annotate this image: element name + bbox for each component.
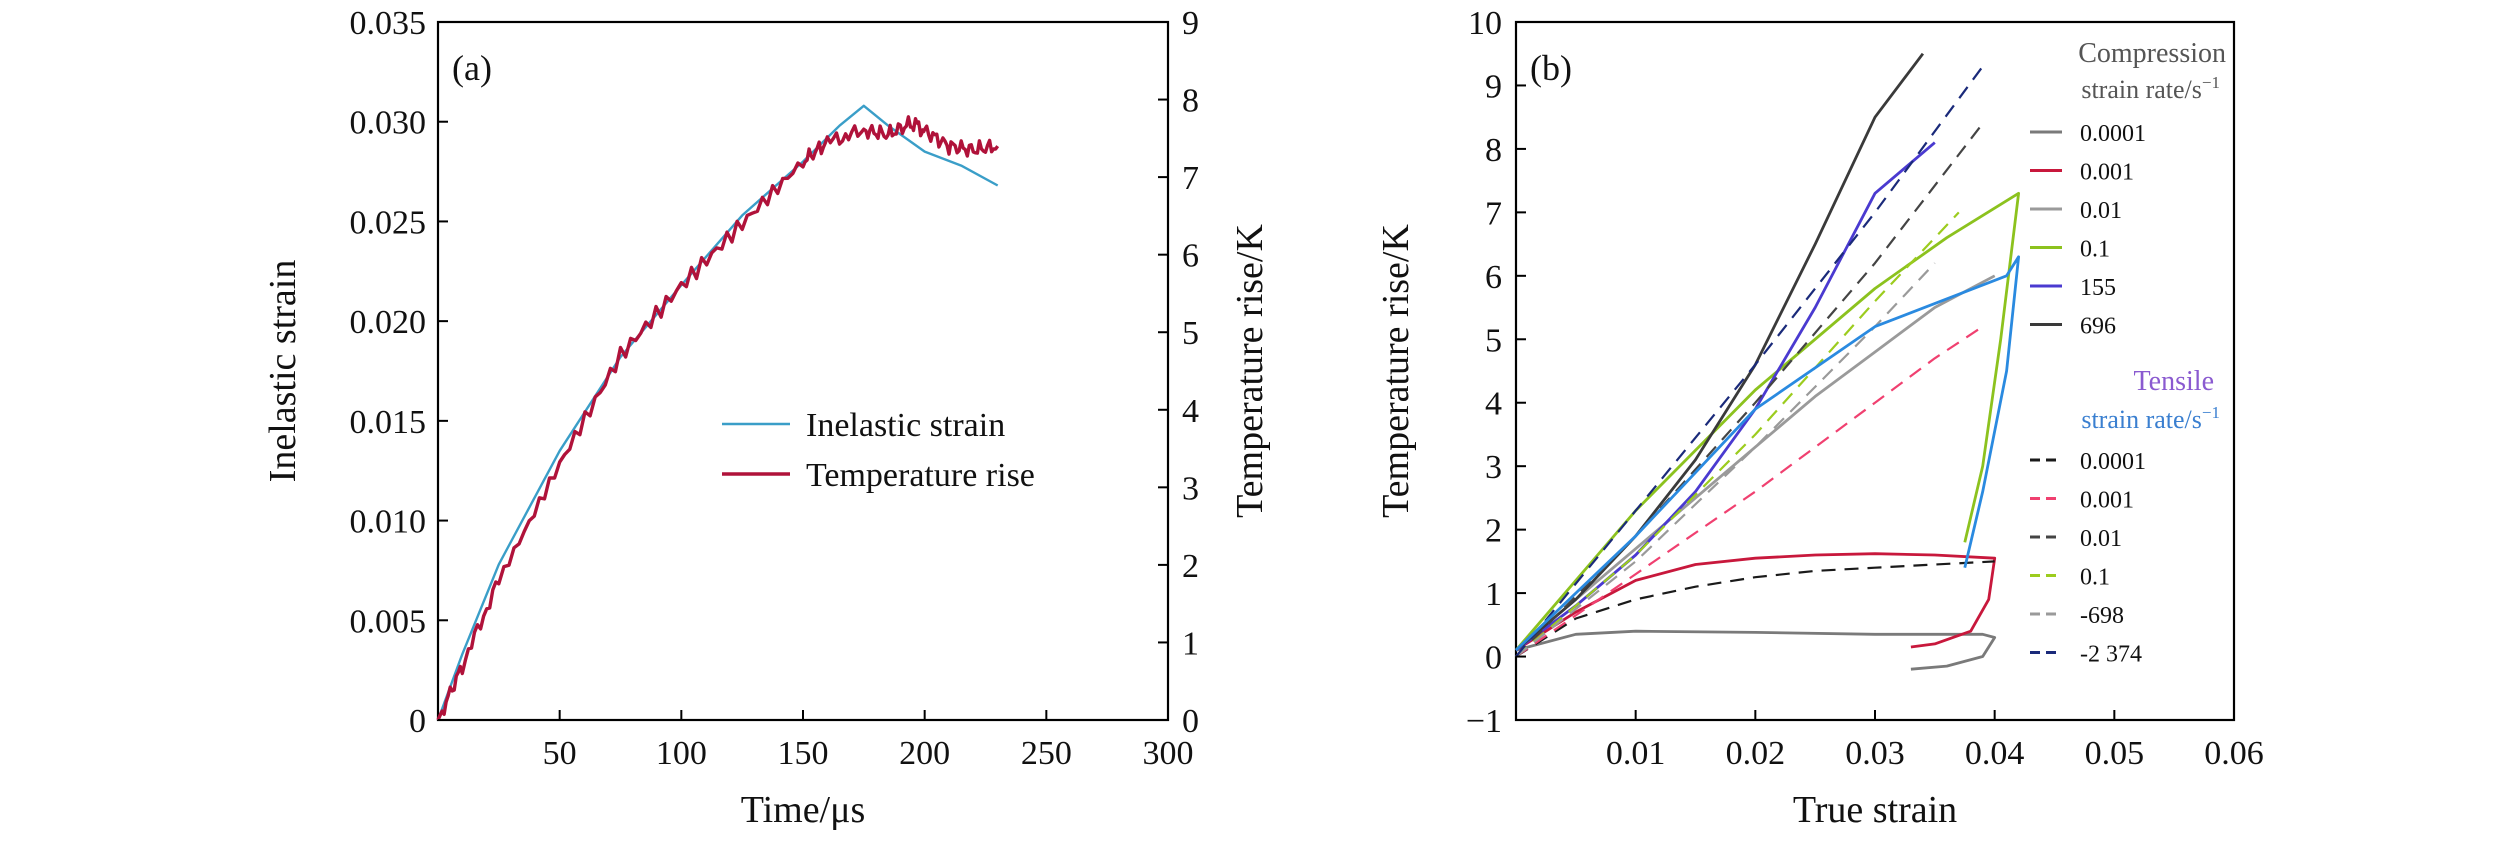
b-series-compression-0-0001 (1515, 629, 1997, 671)
b-ytick-label: 6 (1485, 259, 1502, 296)
legend-compression-label: 155 (2080, 275, 2116, 301)
b-ytick-label: 3 (1485, 449, 1502, 486)
b-ytick-label: 1 (1485, 576, 1502, 613)
legend-tensile-title-text: strain rate/s (2081, 405, 2202, 434)
b-ytick-label: 0 (1485, 640, 1502, 677)
legend-tensile-label: -2 374 (2080, 642, 2142, 668)
a-ytick-right-label: 7 (1182, 160, 1199, 197)
a-ytick-right-label: 0 (1182, 703, 1199, 740)
legend-compression-label: 0.0001 (2080, 121, 2146, 147)
b-xtick-label: 0.04 (1965, 735, 2025, 772)
legend-tensile-title-sup: −1 (2202, 403, 2220, 422)
b-xtick-label: 0.06 (2204, 735, 2264, 772)
a-ytick-left-label: 0.035 (350, 5, 427, 42)
b-series-tensile-0-01 (1515, 122, 1984, 658)
panel-b-series (1514, 52, 2020, 671)
legend-tensile-title-2: strain rate/s−1 (2081, 403, 2220, 434)
legend-tensile-label: 0.0001 (2080, 449, 2146, 475)
a-series-temperature-rise (436, 115, 1000, 721)
panel-b-xlabel: True strain (1793, 789, 1957, 831)
b-series-tensile-0-0001 (1515, 560, 1995, 658)
b-series-extra-tensile-blue (1515, 255, 2020, 652)
b-series-compression-696 (1515, 52, 1925, 652)
panel-a-label: (a) (452, 48, 492, 88)
legend-tensile-label: -698 (2080, 603, 2124, 629)
legend-compression-title-2: strain rate/s−1 (2081, 73, 2220, 104)
a-ytick-left-label: 0 (409, 703, 426, 740)
b-series-compression-155 (1515, 141, 1936, 652)
a-ytick-right-label: 2 (1182, 548, 1199, 585)
b-ytick-label: 5 (1485, 322, 1502, 359)
legend-tensile-label: 0.1 (2080, 565, 2110, 591)
a-xtick-label: 300 (1143, 735, 1194, 772)
legend-label-temperature-rise: Temperature rise (806, 457, 1035, 494)
b-ytick-label: 10 (1468, 5, 1502, 42)
panel-a-xlabel: Time/μs (741, 789, 866, 831)
b-ytick-label: 2 (1485, 513, 1502, 550)
panel-b-ylabel: Temperature rise/K (1375, 224, 1417, 518)
a-ytick-right-label: 9 (1182, 5, 1199, 42)
a-ytick-right-label: 5 (1182, 315, 1199, 352)
legend-tensile-label: 0.001 (2080, 488, 2134, 514)
panel-a-frame (436, 20, 1170, 722)
a-ytick-right-label: 1 (1182, 625, 1199, 662)
legend-compression-title-text: strain rate/s (2081, 75, 2202, 104)
b-series-tensile-2-374 (1515, 65, 1984, 658)
b-series-tensile-0-1 (1515, 211, 1960, 658)
b-xtick-label: 0.05 (2085, 735, 2145, 772)
panel-a-series (436, 104, 1000, 721)
panel-a-ylabel-right: Temperature rise/K (1229, 224, 1271, 518)
b-ytick-label: 8 (1485, 132, 1502, 169)
b-series-compression-0-1 (1514, 191, 2020, 652)
a-xtick-label: 150 (778, 735, 829, 772)
b-series-compression-0-01 (1515, 274, 1996, 652)
b-ytick-label: 9 (1485, 68, 1502, 105)
b-xtick-label: 0.03 (1845, 735, 1905, 772)
legend-compression-label: 0.01 (2080, 198, 2122, 224)
b-ytick-label: 7 (1485, 195, 1502, 232)
legend-compression-label: 696 (2080, 314, 2116, 340)
b-xtick-label: 0.02 (1726, 735, 1786, 772)
a-xtick-label: 50 (543, 735, 577, 772)
legend-compression-title-1: Compression (2078, 38, 2226, 69)
b-ytick-label: 4 (1485, 386, 1502, 423)
b-xtick-label: 0.01 (1606, 735, 1666, 772)
legend-tensile-label: 0.01 (2080, 526, 2122, 552)
b-series-compression-0-001 (1515, 552, 1997, 652)
a-ytick-right-label: 4 (1182, 393, 1199, 430)
legend-tensile-entries: 0.0001 0.001 0.01 0.1 -698 -2 374 (2030, 449, 2146, 668)
panel-a-legend: Inelastic strain Temperature rise (722, 407, 1035, 494)
panel-b-label: (b) (1530, 48, 1572, 88)
a-ytick-left-label: 0.015 (350, 404, 427, 441)
a-ytick-right-label: 3 (1182, 470, 1199, 507)
a-ytick-left-label: 0.020 (350, 304, 427, 341)
legend-tensile-title-1: Tensile (2134, 366, 2214, 397)
panel-b-legend: Compression strain rate/s−1 0.00010.0010… (2030, 38, 2226, 668)
a-ytick-left-label: 0.010 (350, 504, 427, 541)
a-ytick-right-label: 8 (1182, 83, 1199, 120)
legend-compression-label: 0.1 (2080, 237, 2110, 263)
a-ytick-left-label: 0.025 (350, 204, 427, 241)
b-series-tensile-0-001 (1515, 325, 1984, 658)
a-xtick-label: 250 (1021, 735, 1072, 772)
b-ytick-label: −1 (1466, 703, 1502, 740)
a-ytick-right-label: 6 (1182, 238, 1199, 275)
a-ytick-left-label: 0.030 (350, 105, 427, 142)
legend-compression-entries: 0.0001 0.001 0.01 0.1 155 696 (2030, 121, 2146, 340)
panel-a-ylabel-left: Inelastic strain (262, 260, 304, 483)
a-xtick-label: 200 (899, 735, 950, 772)
a-ytick-left-label: 0.005 (350, 603, 427, 640)
b-series-tensile-698 (1515, 262, 1936, 658)
legend-compression-label: 0.001 (2080, 160, 2134, 186)
legend-label-inelastic-strain: Inelastic strain (806, 407, 1005, 444)
a-xtick-label: 100 (656, 735, 707, 772)
panel-b-ticks: 0.01 0.02 0.03 0.04 0.05 0.06 −1 0 1 2 3 4 5 6 7 8 9 10 (1466, 5, 2264, 772)
panel-a-ticks: 50 100 150 200 250 30000.0050.0100.0150.0200.… (350, 5, 1200, 772)
legend-compression-title-sup: −1 (2202, 73, 2220, 92)
panel-a: 50 100 150 200 250 30000.0050.0100.0150.0200.… (262, 5, 1271, 831)
panel-b: 0.01 0.02 0.03 0.04 0.05 0.06 −1 0 1 2 3 4 5 6 7 8 9 10 (… (1375, 5, 2264, 831)
